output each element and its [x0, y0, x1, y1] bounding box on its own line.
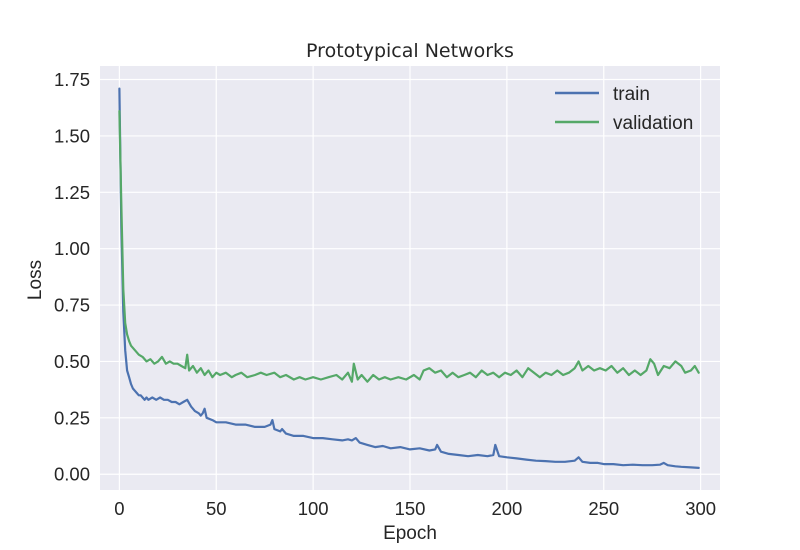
train-series-line: [118, 87, 700, 469]
grid: [100, 66, 720, 490]
x-tick-label: 100: [298, 498, 329, 519]
x-axis-label: Epoch: [383, 523, 437, 544]
y-tick-label: 0.25: [54, 407, 90, 428]
y-tick-label: 0.00: [54, 464, 90, 485]
y-tick-label: 1.00: [54, 238, 90, 259]
y-tick-label: 1.75: [54, 69, 90, 90]
tick-labels: 0 50 100 150 200 250 300 0.00 0.25 0.50 0.75 1.00 1.…: [54, 69, 716, 519]
x-tick-label: 0: [114, 498, 124, 519]
validation-series-line: [118, 110, 700, 383]
y-axis-label: Loss: [25, 260, 46, 300]
x-tick-label: 50: [206, 498, 227, 519]
y-tick-label: 1.50: [54, 125, 90, 146]
y-tick-label: 0.50: [54, 351, 90, 372]
series-lines: [118, 87, 700, 469]
x-tick-label: 300: [685, 498, 716, 519]
x-tick-label: 150: [395, 498, 426, 519]
legend-validation-label: validation: [613, 113, 693, 134]
legend: train validation: [555, 84, 693, 134]
chart-title: Prototypical Networks: [306, 40, 514, 62]
y-tick-label: 1.25: [54, 182, 90, 203]
legend-train-label: train: [613, 84, 650, 105]
y-tick-label: 0.75: [54, 295, 90, 316]
x-tick-label: 200: [491, 498, 522, 519]
x-tick-label: 250: [588, 498, 619, 519]
